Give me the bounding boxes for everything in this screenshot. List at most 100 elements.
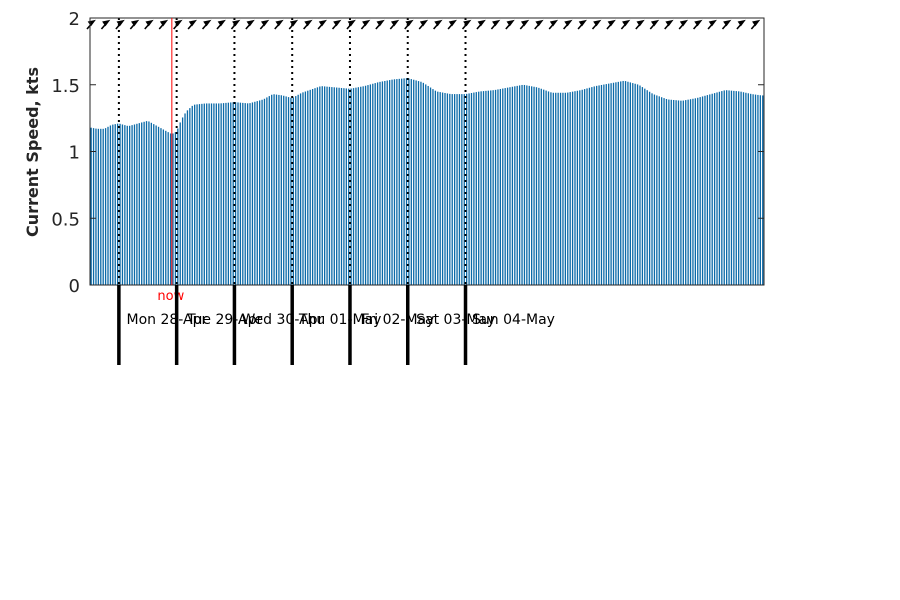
day-label: Mon 28-Apr (127, 312, 208, 328)
speed-bar (307, 90, 309, 285)
day-label: Sat 03-May (416, 312, 495, 328)
speed-bar (319, 86, 321, 285)
speed-bar (713, 93, 716, 285)
speed-bar (543, 89, 545, 285)
speed-bar (605, 84, 607, 285)
speed-bar (617, 81, 619, 285)
speed-bar (535, 87, 538, 285)
speed-bar (184, 113, 186, 285)
speed-bar (210, 103, 213, 285)
speed-bar (124, 125, 126, 285)
speed-bar (466, 93, 468, 286)
speed-bar (316, 87, 319, 285)
speed-bar (150, 122, 152, 285)
speed-bar (292, 97, 295, 286)
speed-bar (680, 100, 682, 285)
speed-bar (574, 91, 576, 285)
speed-bar (660, 97, 663, 286)
direction-arrow (721, 19, 732, 30)
speed-bar (745, 92, 747, 285)
speed-bar (177, 128, 179, 285)
direction-arrow (331, 19, 342, 30)
speed-bar (762, 95, 764, 286)
speed-bar (90, 127, 92, 285)
speed-bar (523, 84, 526, 285)
speed-bar (757, 94, 759, 286)
direction-arrow (534, 19, 544, 30)
speed-bar (701, 96, 704, 286)
speed-bar (725, 90, 728, 285)
speed-bar (297, 94, 299, 285)
direction-arrow (476, 19, 486, 30)
speed-bar (323, 86, 326, 285)
speed-bar (415, 80, 417, 285)
speed-bar (141, 122, 143, 286)
speed-bar (545, 90, 547, 285)
speed-bar (622, 80, 624, 285)
direction-arrow (664, 19, 674, 30)
direction-arrow (418, 19, 429, 30)
speed-bar (653, 94, 656, 285)
speed-bar (242, 102, 244, 285)
direction-arrow (274, 19, 284, 30)
speed-bar (562, 92, 564, 285)
speed-bar (357, 87, 359, 285)
speed-bar (179, 122, 181, 286)
speed-bar (644, 88, 646, 285)
speed-bar (687, 99, 689, 285)
speed-bar (596, 85, 598, 285)
speed-bar (162, 129, 165, 285)
speed-bar (186, 110, 189, 285)
speed-bar (670, 99, 672, 286)
speed-bar (352, 88, 355, 285)
direction-arrow (129, 19, 140, 30)
direction-arrow (259, 19, 270, 30)
speed-bar (463, 94, 465, 285)
speed-bar (706, 95, 709, 285)
direction-arrow (505, 19, 515, 30)
speed-bar (364, 85, 367, 285)
speed-bar (528, 85, 530, 285)
speed-bar (516, 85, 518, 285)
speed-bar (393, 79, 396, 285)
speed-bar (285, 96, 287, 286)
speed-bar (432, 89, 434, 285)
speed-bar (697, 97, 699, 286)
speed-bar (470, 92, 473, 285)
speed-bar (550, 92, 552, 285)
speed-bar (620, 81, 622, 285)
speed-bar (413, 79, 415, 286)
direction-arrow (201, 19, 212, 30)
day-label: Fri 02-May (361, 312, 434, 328)
speed-bar (665, 98, 668, 286)
speed-bar (747, 93, 749, 285)
speed-bar (181, 117, 184, 286)
speed-bar (133, 124, 136, 285)
speed-bar (410, 79, 412, 285)
direction-arrow (317, 19, 327, 30)
direction-arrow (692, 19, 703, 30)
speed-bar (627, 81, 629, 285)
y-tick-label: 1.5 (51, 76, 80, 97)
y-tick-label: 0 (69, 276, 80, 297)
plot-frame (89, 17, 765, 286)
speed-bar (215, 103, 217, 285)
speed-bar (126, 125, 128, 285)
speed-bar (273, 94, 275, 285)
speed-bar (206, 103, 208, 285)
speed-bar (492, 90, 494, 285)
speed-bar (136, 123, 138, 285)
speed-bar (355, 87, 357, 285)
direction-arrow (360, 19, 371, 30)
speed-bar (559, 92, 562, 285)
speed-bar (569, 92, 571, 285)
speed-bar (547, 91, 550, 286)
speed-bar (634, 83, 636, 285)
day-label: Sun 04-May (472, 312, 555, 328)
speed-bar (278, 94, 280, 286)
direction-arrow (158, 19, 169, 30)
speed-bar (287, 97, 290, 285)
speed-bar (345, 88, 347, 285)
speed-bar (420, 81, 422, 285)
direction-arrow (577, 19, 587, 30)
